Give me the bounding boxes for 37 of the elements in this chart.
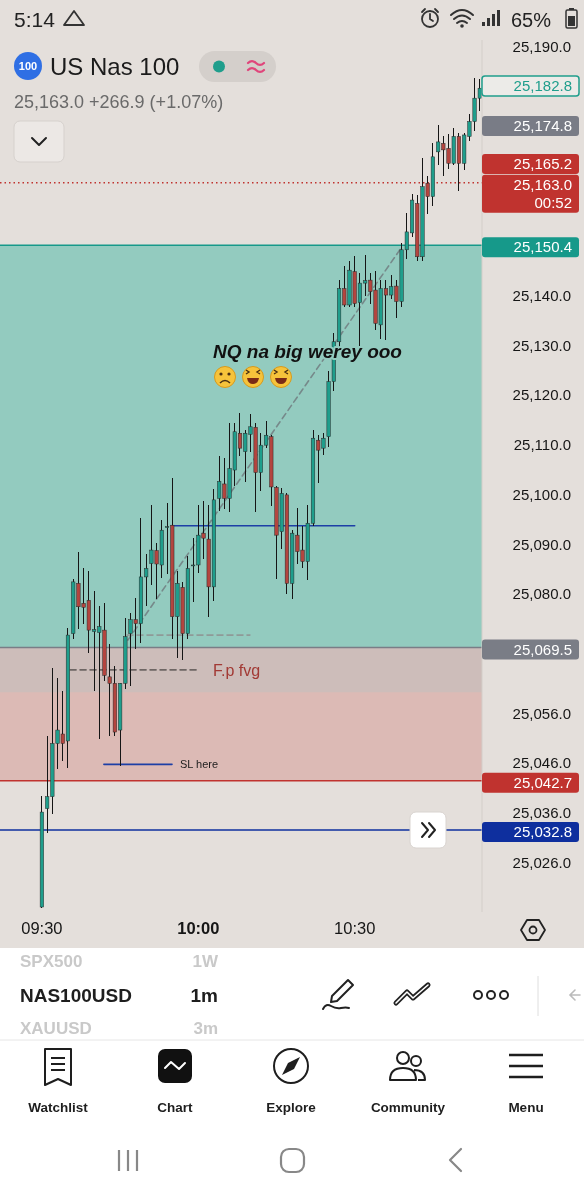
- text: 25,163.0 +266.9 (+1.07%): [14, 92, 224, 112]
- y-tick-label: 25,140.0: [512, 287, 571, 305]
- text: Menu: [508, 1100, 544, 1115]
- text: 5:14: [14, 8, 56, 31]
- text: NAS100USD: [20, 985, 132, 1006]
- text: 1m: [190, 985, 218, 1006]
- text: Explore: [266, 1100, 317, 1115]
- text: Community: [370, 1100, 446, 1115]
- x-tick-label: 10:30: [334, 919, 376, 937]
- y-tick-label: 25,080.0: [512, 585, 571, 603]
- x-tick-label: 10:00: [177, 919, 220, 937]
- y-tick-label: 25,100.0: [512, 485, 571, 503]
- ref-line-label: 25,150.4: [513, 238, 572, 256]
- ref-line-label: 25,163.0 00:52: [513, 175, 572, 211]
- ref-line-label: 25,032.8: [513, 822, 572, 840]
- text: Chart: [157, 1100, 194, 1115]
- y-tick-label: 25,036.0: [512, 804, 571, 822]
- ref-line-label: 25,042.7: [513, 773, 572, 791]
- text: US Nas 100: [50, 53, 180, 80]
- annotation: SL here: [180, 758, 219, 770]
- annotation: 100: [18, 60, 38, 72]
- ref-line-label: 25,069.5: [513, 640, 572, 658]
- text: 25,182.8: [513, 77, 572, 94]
- y-tick-label: 25,046.0: [512, 754, 571, 772]
- y-tick-label: 25,090.0: [512, 535, 571, 553]
- text: 25,165.2: [513, 155, 572, 172]
- y-tick-label: 25,026.0: [512, 853, 571, 871]
- y-tick-label: 25,110.0: [513, 436, 571, 454]
- text: Watchlist: [28, 1100, 89, 1115]
- text: 65%: [511, 9, 552, 31]
- y-tick-label: 25,120.0: [512, 386, 571, 404]
- x-tick-label: 09:30: [21, 919, 63, 937]
- y-tick-label: 25,130.0: [512, 336, 571, 354]
- band-label: F.p fvg: [213, 661, 261, 679]
- text: 25,174.8: [513, 117, 572, 134]
- y-tick-label: 25,056.0: [512, 704, 571, 722]
- y-tick-label: 25,190.0: [512, 38, 571, 56]
